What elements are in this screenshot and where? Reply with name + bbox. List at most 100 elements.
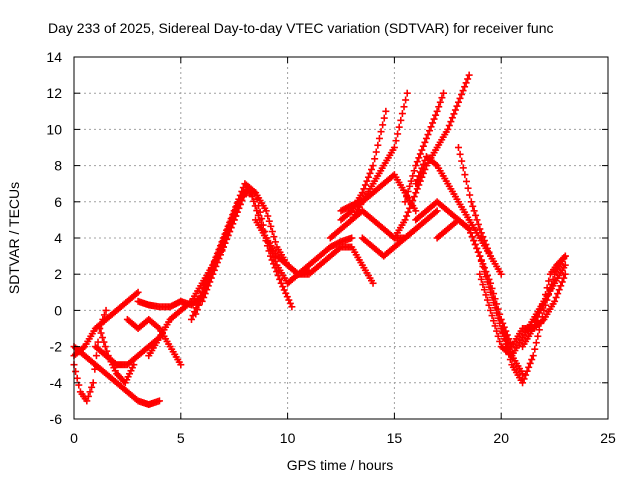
plus-marker	[406, 182, 414, 190]
plus-marker	[368, 165, 376, 173]
plus-marker	[491, 295, 499, 303]
x-tick-label: 15	[387, 430, 403, 446]
plus-marker	[477, 229, 485, 237]
plus-marker	[456, 150, 464, 158]
plus-marker	[466, 191, 474, 199]
plus-marker	[474, 220, 482, 228]
plus-marker	[432, 208, 440, 216]
plus-marker	[195, 301, 203, 309]
plus-marker	[479, 233, 487, 241]
plus-marker	[86, 388, 94, 396]
plus-marker	[72, 367, 80, 375]
plus-marker	[413, 185, 421, 193]
plus-marker	[210, 266, 218, 274]
plus-marker	[84, 392, 92, 400]
plus-marker	[268, 228, 276, 236]
plus-marker	[561, 252, 569, 260]
plus-marker	[432, 160, 440, 168]
series-track-q	[348, 89, 411, 224]
plus-marker	[543, 284, 551, 292]
plus-marker	[503, 331, 511, 339]
plus-marker	[425, 127, 433, 135]
plus-marker	[277, 279, 285, 287]
plus-marker	[462, 79, 470, 87]
plus-marker	[92, 352, 100, 360]
plus-marker	[555, 286, 563, 294]
plus-marker	[468, 233, 476, 241]
plus-marker	[542, 291, 550, 299]
plus-marker	[467, 198, 475, 206]
plus-marker	[485, 301, 493, 309]
plus-marker	[280, 286, 288, 294]
plus-marker	[444, 125, 452, 133]
plus-marker	[204, 282, 212, 290]
plus-marker	[465, 225, 473, 233]
plus-marker	[410, 193, 418, 201]
plus-marker	[534, 313, 542, 321]
plus-marker	[448, 114, 456, 122]
plus-marker	[421, 138, 429, 146]
plus-marker	[407, 177, 415, 185]
plus-marker	[494, 305, 502, 313]
plus-marker	[458, 157, 466, 165]
plus-marker	[209, 270, 217, 278]
plus-marker	[406, 204, 414, 212]
plus-marker	[522, 371, 530, 379]
plus-marker	[220, 243, 228, 251]
plus-marker	[254, 211, 262, 219]
series-track-f	[134, 292, 206, 311]
plus-marker	[216, 251, 224, 259]
plus-marker	[361, 181, 369, 189]
plus-marker	[154, 323, 162, 331]
plus-marker	[251, 202, 259, 210]
plus-marker	[532, 339, 540, 347]
plus-marker	[482, 268, 490, 276]
series-track-c	[70, 288, 142, 360]
y-tick-label: 0	[54, 302, 62, 318]
plus-marker	[79, 344, 87, 352]
plus-marker	[493, 300, 501, 308]
plus-marker	[413, 158, 421, 166]
y-tick-label: -2	[50, 339, 63, 355]
plus-marker	[100, 338, 108, 346]
plus-marker	[459, 87, 467, 95]
plus-marker	[375, 134, 383, 142]
y-tick-label: 12	[46, 85, 62, 101]
series-track-m	[284, 243, 377, 287]
plus-marker	[103, 347, 111, 355]
plus-marker	[226, 228, 234, 236]
plus-marker	[545, 277, 553, 285]
plus-marker	[264, 212, 272, 220]
plus-marker	[480, 264, 488, 272]
plus-marker	[505, 350, 513, 358]
plus-marker	[279, 283, 287, 291]
plus-marker	[83, 397, 91, 405]
plus-marker	[223, 235, 231, 243]
plus-marker	[274, 271, 282, 279]
plus-marker	[395, 123, 403, 131]
plus-marker	[529, 352, 537, 360]
plus-marker	[477, 256, 485, 264]
plus-marker	[499, 330, 507, 338]
plus-marker	[250, 197, 258, 205]
plus-marker	[88, 383, 96, 391]
plus-marker	[490, 290, 498, 298]
plus-marker	[270, 233, 278, 241]
plus-marker	[483, 244, 491, 252]
plus-marker	[286, 299, 294, 307]
plus-marker	[273, 268, 281, 276]
plus-marker	[412, 180, 420, 188]
x-tick-label: 0	[70, 430, 78, 446]
plus-marker	[493, 327, 501, 335]
plus-marker	[227, 224, 235, 232]
plus-marker	[483, 296, 491, 304]
plus-marker	[412, 162, 420, 170]
plus-marker	[535, 326, 543, 334]
plus-marker	[229, 220, 237, 228]
plus-marker	[369, 162, 377, 170]
y-tick-label: 2	[54, 266, 62, 282]
plus-marker	[447, 118, 455, 126]
plus-marker	[538, 317, 546, 325]
plus-marker	[438, 94, 446, 102]
